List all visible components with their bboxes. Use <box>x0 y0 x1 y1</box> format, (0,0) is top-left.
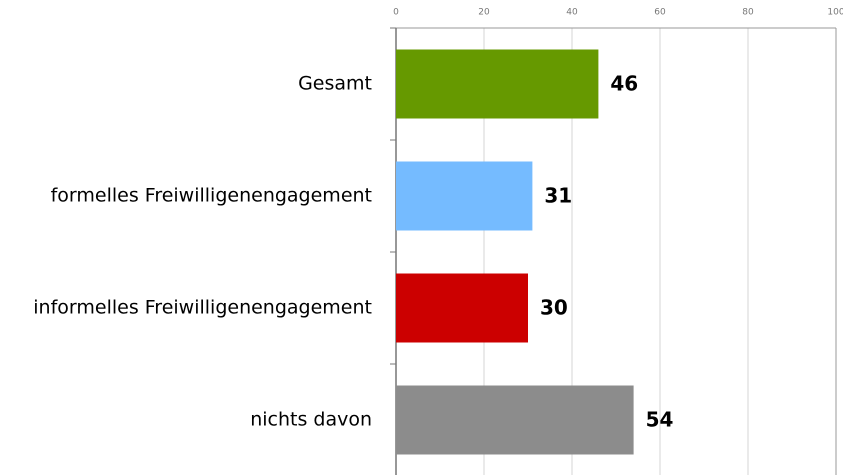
y-tick-label: informelles Freiwilligenengagement <box>33 297 372 319</box>
bar <box>396 49 599 119</box>
data-label: 30 <box>540 296 568 320</box>
x-tick-label: 60 <box>654 8 666 18</box>
x-tick-label: 100 <box>827 8 843 18</box>
y-tick-label: formelles Freiwilligenengagement <box>51 185 372 207</box>
x-tick-label: 0 <box>393 8 399 18</box>
x-tick-label: 40 <box>566 8 578 18</box>
x-tick-label: 20 <box>478 8 490 18</box>
bar <box>396 161 533 231</box>
y-tick-label: nichts davon <box>250 409 372 431</box>
data-label: 46 <box>610 72 638 96</box>
data-label: 54 <box>646 408 674 432</box>
bar <box>396 385 634 455</box>
x-tick-label: 80 <box>742 8 754 18</box>
data-label: 31 <box>544 184 572 208</box>
bar <box>396 273 528 343</box>
y-tick-label: Gesamt <box>298 73 372 95</box>
